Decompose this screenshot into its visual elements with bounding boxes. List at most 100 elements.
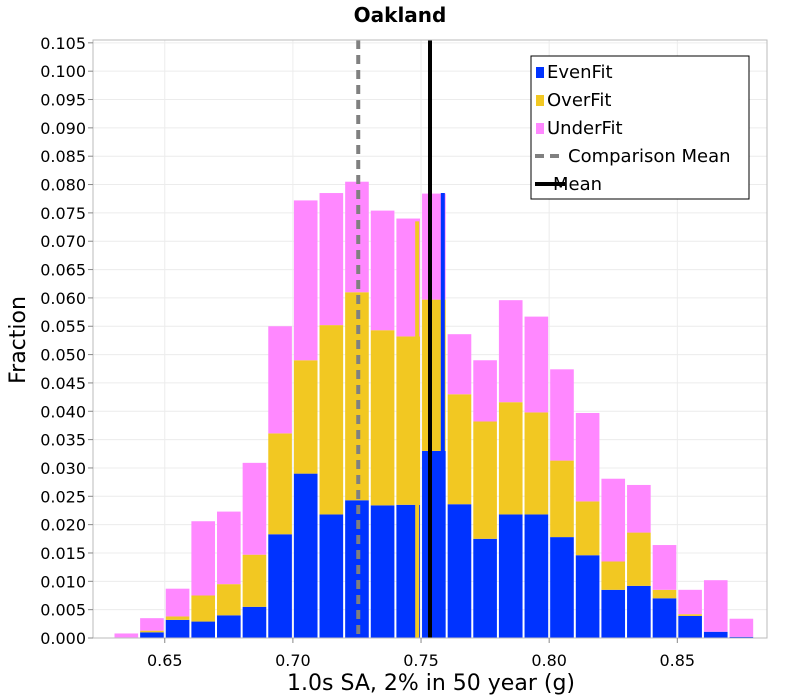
bar-overfit [165,616,190,620]
bar-evenfit [575,555,600,638]
x-axis-label: 1.0s SA, 2% in 50 year (g) [287,671,575,696]
bar-underfit [524,316,549,413]
y-tick-label: 0.040 [40,402,86,421]
bar-overfit [422,299,446,451]
bar-evenfit [422,450,446,638]
bar-overfit [242,554,267,607]
bar-underfit [114,633,139,638]
bar-underfit [217,511,241,585]
bar-overfit [268,433,292,535]
bar-overfit [550,460,574,538]
legend-label: Comparison Mean [568,146,731,167]
bar-evenfit [293,473,318,638]
bar-evenfit [601,589,626,638]
bar-overfit [345,292,369,501]
legend-swatch-overfit [536,95,544,106]
bar-underfit [396,218,421,337]
bar-evenfit [319,514,344,638]
legend-swatch-underfit [536,123,544,134]
bar-evenfit [370,505,395,638]
bar-underfit [703,580,728,632]
bar-evenfit [652,598,677,638]
bar-underfit [575,412,600,502]
bar-overfit [575,501,600,556]
bar-evenfit [268,534,292,638]
bar-underfit [242,462,267,555]
bar-overfit [319,325,344,515]
y-tick-label: 0.030 [40,459,86,478]
y-tick-label: 0.010 [40,572,86,591]
y-axis-label: Fraction [6,296,31,384]
bar-underfit [678,589,702,615]
bar-underfit [473,360,497,422]
bar-underfit [268,326,292,434]
bar-underfit [550,369,574,461]
bar-overfit [627,532,651,586]
bar-overfit [601,561,626,590]
bar-overfit [140,630,164,633]
mean-lines [356,40,445,638]
x-tick-label: 0.75 [403,651,439,670]
legend: EvenFit OverFit UnderFit Comparison Mean Mea… [530,55,750,200]
y-tick-label: 0.065 [40,261,86,280]
legend-swatch-evenfit [536,67,544,78]
y-tick-label: 0.000 [40,629,86,648]
y-tick-label: 0.105 [40,34,86,53]
bar-evenfit [498,514,523,638]
bar-underfit [370,210,395,331]
bar-underfit [729,618,754,637]
bar-underfit [293,200,318,361]
y-tick-label: 0.100 [40,62,86,81]
bar-underfit [165,588,190,617]
bar-evenfit [165,619,190,638]
x-tick-label: 0.65 [147,651,183,670]
bar-evenfit [550,537,574,638]
y-tick-label: 0.050 [40,346,86,365]
y-tick-label: 0.090 [40,119,86,138]
bar-evenfit [447,504,472,638]
bar-evenfit [473,538,497,638]
legend-box [530,55,750,200]
legend-label: OverFit [547,90,611,111]
bar-evenfit [729,636,754,638]
bar-overfit [191,595,216,622]
bar-underfit [140,618,164,631]
y-axis-ticks: 0.000 0.005 0.010 0.015 0.020 0.025 0.030 0.035… [40,34,93,648]
x-tick-label: 0.80 [531,651,567,670]
y-tick-label: 0.095 [40,91,86,110]
legend-label: Mean [553,174,602,195]
bar-evenfit [217,615,241,638]
y-tick-label: 0.005 [40,601,86,620]
x-tick-label: 0.70 [275,651,311,670]
x-tick-label: 0.85 [659,651,695,670]
y-tick-label: 0.015 [40,544,86,563]
bar-overfit [396,336,421,505]
y-tick-label: 0.080 [40,176,86,195]
bar-evenfit [396,504,421,638]
bar-evenfit [678,615,702,638]
bar-overfit [652,589,677,599]
bar-overfit [498,402,523,515]
y-tick-label: 0.045 [40,374,86,393]
bar-evenfit [140,632,164,638]
y-tick-label: 0.060 [40,289,86,308]
bar-overfit [447,394,472,505]
bar-underfit [319,193,344,326]
bar-underfit [447,334,472,395]
y-tick-label: 0.025 [40,487,86,506]
plot-area-border [92,39,768,639]
bar-evenfit [242,606,267,638]
legend-label: EvenFit [547,62,613,83]
y-tick-label: 0.055 [40,317,86,336]
y-tick-label: 0.070 [40,232,86,251]
y-tick-label: 0.075 [40,204,86,223]
y-tick-label: 0.085 [40,147,86,166]
bar-underfit [652,545,677,590]
bar-underfit [498,300,523,403]
bar-overfit [678,614,702,616]
bar-overfit [473,421,497,539]
bar-evenfit [703,631,728,638]
legend-label: UnderFit [547,118,623,139]
bar-overfit [293,360,318,474]
